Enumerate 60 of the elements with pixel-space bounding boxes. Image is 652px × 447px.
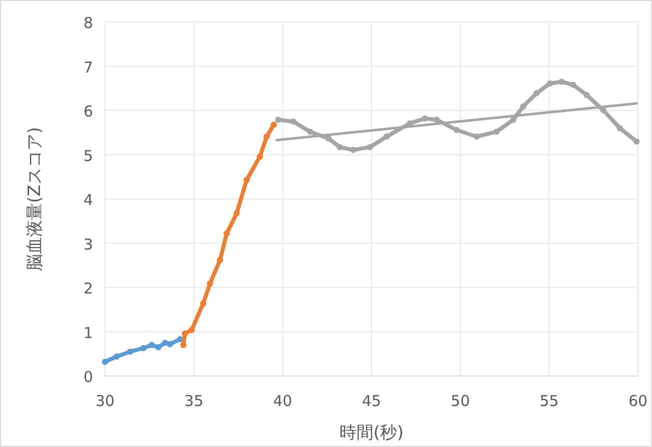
point bbox=[570, 82, 576, 88]
x-tick-label: 30 bbox=[95, 392, 115, 410]
point bbox=[584, 92, 590, 98]
point bbox=[275, 116, 282, 123]
point bbox=[166, 341, 174, 348]
y-tick-label: 5 bbox=[83, 146, 93, 165]
point bbox=[264, 134, 270, 140]
y-tick-label: 3 bbox=[83, 235, 93, 254]
point bbox=[633, 138, 640, 145]
point bbox=[493, 128, 500, 135]
point bbox=[182, 330, 188, 337]
point bbox=[188, 326, 195, 334]
point bbox=[384, 134, 390, 140]
point bbox=[290, 118, 296, 125]
point bbox=[520, 103, 526, 110]
x-tick-label: 60 bbox=[628, 392, 648, 410]
x-tick-label: 55 bbox=[540, 392, 559, 410]
point bbox=[510, 116, 516, 123]
x-tick-label: 35 bbox=[184, 392, 204, 410]
y-axis-title: 脳血液量(Zスコア) bbox=[25, 127, 45, 271]
y-tick-label: 8 bbox=[83, 14, 93, 32]
point bbox=[224, 230, 230, 237]
point bbox=[216, 256, 224, 264]
x-axis-title: 時間(秒) bbox=[339, 423, 404, 443]
point bbox=[336, 144, 343, 150]
point bbox=[244, 176, 250, 184]
y-tick-label: 6 bbox=[83, 102, 93, 120]
point bbox=[270, 122, 277, 128]
point bbox=[350, 146, 356, 153]
point bbox=[616, 125, 623, 132]
point bbox=[558, 78, 565, 85]
point bbox=[422, 115, 428, 122]
point bbox=[546, 80, 553, 87]
y-tick-label: 0 bbox=[83, 368, 93, 386]
point bbox=[200, 300, 206, 307]
point bbox=[155, 344, 162, 350]
point bbox=[176, 336, 184, 342]
y-tick-label: 4 bbox=[83, 191, 93, 209]
point bbox=[366, 144, 373, 150]
point bbox=[162, 340, 168, 346]
point bbox=[114, 353, 120, 360]
x-tick-label: 45 bbox=[362, 392, 382, 410]
y-tick-label: 2 bbox=[83, 280, 93, 298]
point bbox=[206, 280, 214, 287]
point bbox=[126, 348, 134, 355]
point bbox=[148, 342, 155, 348]
point bbox=[434, 116, 440, 123]
x-tick-label: 50 bbox=[450, 392, 470, 410]
point bbox=[180, 342, 186, 348]
point bbox=[140, 345, 146, 352]
point bbox=[102, 358, 108, 365]
point bbox=[306, 128, 314, 135]
point bbox=[234, 210, 240, 216]
x-tick-label: 40 bbox=[273, 392, 292, 410]
point bbox=[256, 153, 264, 160]
point bbox=[454, 126, 460, 134]
y-tick-label: 1 bbox=[83, 324, 93, 342]
point bbox=[474, 134, 480, 140]
point bbox=[533, 90, 540, 96]
y-tick-label: 7 bbox=[83, 58, 93, 76]
